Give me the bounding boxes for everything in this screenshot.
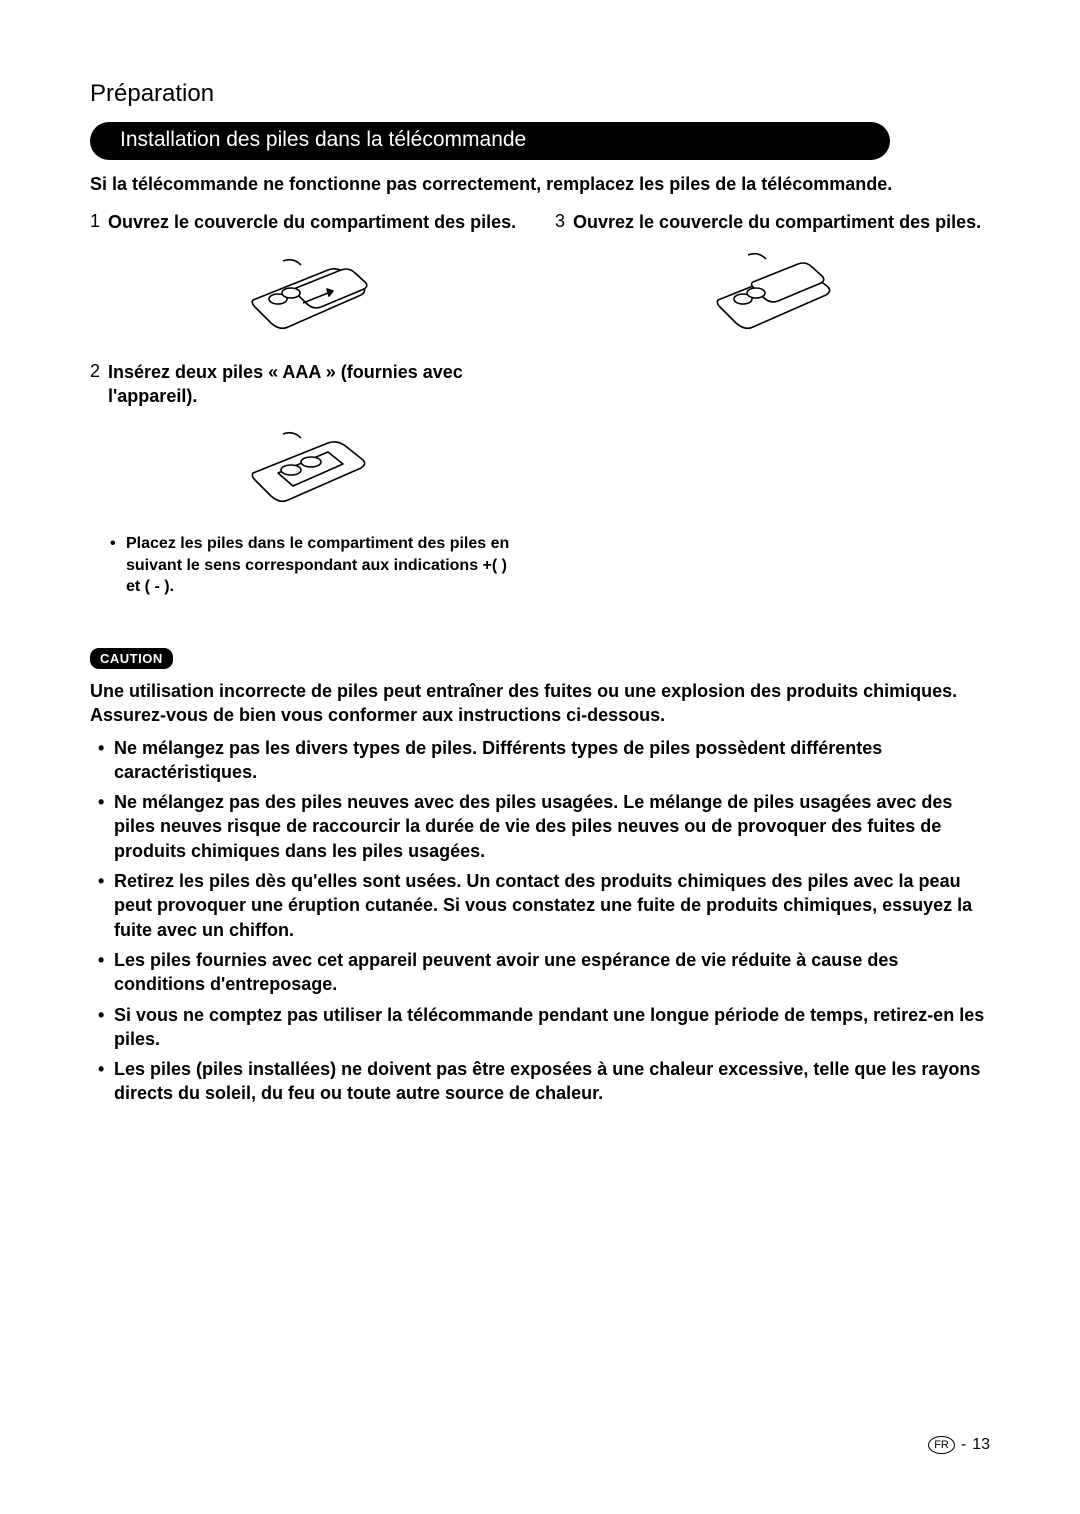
caution-item: Ne mélangez pas les divers types de pile… bbox=[90, 736, 990, 785]
footer-separator: - bbox=[961, 1436, 966, 1454]
page-number: 13 bbox=[972, 1436, 990, 1454]
language-badge: FR bbox=[928, 1436, 955, 1454]
step-3-illustration-wrap bbox=[555, 245, 990, 340]
step-2: 2 Insérez deux piles « AAA » (fournies a… bbox=[90, 360, 525, 409]
caution-list: Ne mélangez pas les divers types de pile… bbox=[90, 736, 990, 1106]
caution-item: Ne mélangez pas des piles neuves avec de… bbox=[90, 790, 990, 863]
section-title: Préparation bbox=[90, 80, 990, 108]
step-2-text: Insérez deux piles « AAA » (fournies ave… bbox=[108, 360, 525, 409]
caution-item: Les piles (piles installées) ne doivent … bbox=[90, 1057, 990, 1106]
caution-block: CAUTION Une utilisation incorrecte de pi… bbox=[90, 608, 990, 1106]
remote-open-cover-icon bbox=[233, 245, 383, 340]
step-2-number: 2 bbox=[90, 361, 100, 382]
step-2-note: Placez les piles dans le compartiment de… bbox=[90, 533, 525, 598]
right-column: 3 Ouvrez le couvercle du compartiment de… bbox=[555, 210, 990, 608]
intro-text: Si la télécommande ne fonctionne pas cor… bbox=[90, 172, 990, 196]
step-3: 3 Ouvrez le couvercle du compartiment de… bbox=[555, 210, 990, 234]
caution-intro: Une utilisation incorrecte de piles peut… bbox=[90, 679, 990, 728]
step-1-illustration-wrap bbox=[90, 245, 525, 340]
step-1-text: Ouvrez le couvercle du compartiment des … bbox=[108, 210, 516, 234]
caution-item: Si vous ne comptez pas utiliser la téléc… bbox=[90, 1003, 990, 1052]
caution-badge: CAUTION bbox=[90, 648, 173, 669]
step-3-number: 3 bbox=[555, 211, 565, 232]
caution-item: Retirez les piles dès qu'elles sont usée… bbox=[90, 869, 990, 942]
manual-page: Préparation Installation des piles dans … bbox=[0, 0, 1080, 1514]
sub-header-bar: Installation des piles dans la télécomma… bbox=[90, 122, 890, 160]
step-1: 1 Ouvrez le couvercle du compartiment de… bbox=[90, 210, 525, 234]
step-1-number: 1 bbox=[90, 211, 100, 232]
step-2-illustration-wrap bbox=[90, 418, 525, 513]
steps-columns: 1 Ouvrez le couvercle du compartiment de… bbox=[90, 210, 990, 608]
remote-insert-batteries-icon bbox=[233, 418, 383, 513]
page-footer: FR - 13 bbox=[928, 1436, 990, 1454]
caution-item: Les piles fournies avec cet appareil peu… bbox=[90, 948, 990, 997]
remote-close-cover-icon bbox=[698, 245, 848, 340]
step-3-text: Ouvrez le couvercle du compartiment des … bbox=[573, 210, 981, 234]
left-column: 1 Ouvrez le couvercle du compartiment de… bbox=[90, 210, 525, 608]
